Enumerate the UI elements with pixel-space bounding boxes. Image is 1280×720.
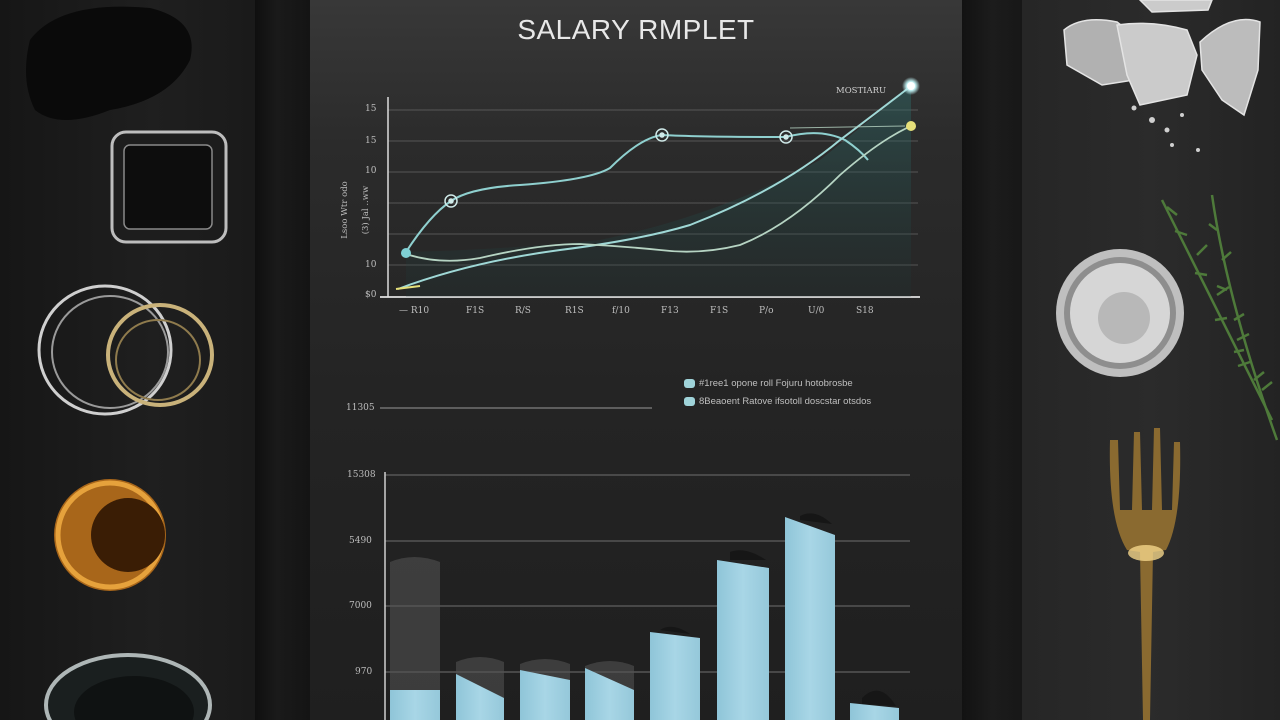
legend-item: 8Beaoent Ratove ifsotoll doscstar otsdos [684,396,871,407]
x-tick: R1S [565,306,584,316]
ice-crystals-icon [1063,0,1261,117]
amber-glass-icon [54,479,166,591]
data-point-marker [779,130,793,144]
bar-y-tick: 5490 [349,536,372,546]
bar [850,703,899,720]
bar-chart-legend: #1ree1 opone roll Fojuru hotobrosbe 8Bea… [684,378,871,414]
bars [390,517,899,720]
divider-line [380,407,652,409]
start-point-marker [401,248,411,258]
x-tick: — R10 [399,306,430,316]
table-edge-left [255,0,310,720]
bar [390,690,440,720]
rosemary-icon [1160,194,1279,441]
bar [785,517,835,720]
bar [520,670,570,720]
cloth-icon [26,6,192,120]
divider-tick: 11305 [346,403,375,413]
series-c-line [405,125,912,262]
props-right [1056,0,1279,720]
bar-y-tick: 15308 [347,470,376,480]
y-tick: 15 [365,136,377,146]
y-tick: $0 [365,290,377,300]
x-tick: P/o [759,306,774,316]
line-chart [380,77,920,298]
bar-caps [660,513,896,706]
clear-glass-icon [44,653,212,720]
area-fill [406,86,911,297]
series-a-markers [444,128,793,208]
legend-item: #1ree1 opone roll Fojuru hotobrosbe [684,378,871,389]
bar-y-tick: 7000 [349,601,372,611]
y-tick: 10 [365,260,377,270]
data-point-marker [444,194,458,208]
bar [717,560,769,720]
x-tick: F1S [710,306,729,316]
y-tick: 15 [365,104,377,114]
bar [456,674,504,720]
legend-label: #1ree1 opone roll Fojuru hotobrosbe [699,378,853,389]
series-b-line [397,85,912,290]
data-point-marker [655,128,669,142]
salt-crumbs-icon [1131,105,1200,152]
fork-icon [1109,428,1181,720]
table-edge-right [962,0,1022,720]
bar [585,668,634,720]
legend-swatch-icon [684,379,695,388]
square-glass-icon [110,130,228,244]
y-tick: 10 [365,166,377,176]
legend-swatch-icon [684,397,695,406]
x-tick: U/0 [808,306,825,316]
y-axis-label: Lsoo Wtr odo [340,181,350,239]
rings-icon [37,284,214,416]
bar [650,632,700,720]
x-tick: R/S [515,306,531,316]
bar-chart [384,472,910,720]
x-tick: S18 [856,306,874,316]
bar-y-tick: 970 [355,667,373,677]
x-tick: F13 [661,306,679,316]
legend-label: 8Beaoent Ratove ifsotoll doscstar otsdos [699,396,872,407]
y-axis-label-secondary: (3) Jal ..ww [361,185,371,235]
x-tick: F1S [466,306,485,316]
salt-bowl-icon [1056,249,1184,377]
series-label: MOSTIARU [836,86,887,96]
yellow-end-marker [906,121,916,131]
props-left [26,6,228,720]
chart-title: SALARY RMPLET [517,14,755,45]
x-tick: f/10 [612,306,630,316]
